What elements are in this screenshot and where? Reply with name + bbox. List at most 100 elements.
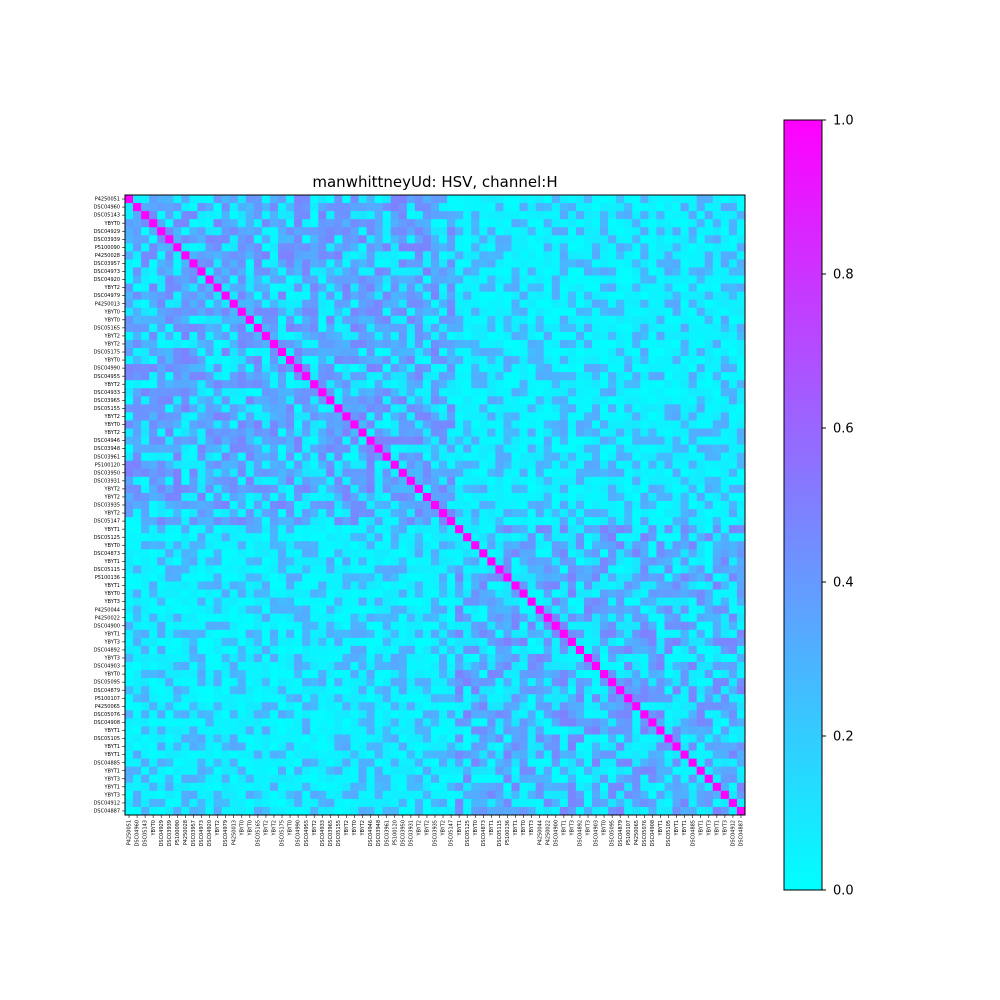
heatmap-cell (213, 500, 223, 510)
heatmap-cell (414, 219, 424, 228)
heatmap-cell (237, 396, 247, 405)
heatmap-cell (503, 565, 512, 574)
heatmap-cell (559, 235, 569, 244)
heatmap-cell (221, 283, 231, 293)
heatmap-cell (487, 460, 496, 470)
heatmap-cell (125, 211, 134, 220)
heatmap-cell (326, 203, 335, 212)
heatmap-cell (519, 702, 528, 711)
heatmap-cell (527, 291, 537, 301)
heatmap-cell (310, 195, 319, 204)
heatmap-cell (600, 702, 609, 711)
heatmap-cell (326, 702, 335, 711)
heatmap-cell (455, 452, 464, 462)
heatmap-cell (181, 460, 190, 470)
heatmap-cell (559, 227, 569, 236)
heatmap-cell (133, 500, 142, 510)
heatmap-cell (479, 500, 488, 510)
heatmap-cell (511, 339, 520, 349)
heatmap-cell (237, 436, 247, 446)
heatmap-cell (173, 283, 182, 293)
heatmap-cell (422, 396, 432, 405)
heatmap-cell (149, 637, 158, 647)
heatmap-cell (575, 605, 585, 615)
heatmap-cell (527, 678, 537, 687)
heatmap-cell (736, 315, 746, 325)
heatmap-cell (358, 589, 367, 598)
heatmap-cell (374, 468, 384, 478)
heatmap-cell (575, 380, 585, 389)
heatmap-cell (664, 509, 673, 518)
heatmap-cell (350, 227, 359, 236)
heatmap-cell (157, 203, 166, 212)
heatmap-cell (447, 702, 456, 711)
heatmap-cell (165, 347, 174, 357)
heatmap-cell (141, 678, 150, 687)
heatmap-cell (350, 404, 359, 413)
heatmap-cell (253, 428, 263, 437)
heatmap-cell (286, 420, 295, 429)
heatmap-cell (664, 565, 673, 574)
heatmap-cell (664, 339, 673, 349)
heatmap-cell (704, 211, 714, 220)
heatmap-cell (575, 323, 585, 333)
heatmap-cell (624, 412, 633, 421)
heatmap-cell (463, 203, 472, 212)
heatmap-cell (656, 573, 665, 582)
heatmap-cell (439, 500, 448, 510)
heatmap-cell (471, 428, 480, 437)
heatmap-cell (511, 613, 520, 623)
heatmap-cell (406, 662, 416, 671)
heatmap-cell (680, 589, 690, 598)
heatmap-cell (656, 339, 665, 349)
heatmap-cell (342, 428, 351, 437)
heatmap-cell (374, 299, 384, 309)
heatmap-cell (165, 211, 174, 220)
heatmap-cell (302, 476, 311, 486)
heatmap-cell (736, 452, 746, 462)
heatmap-cell (704, 686, 714, 695)
heatmap-cell (286, 597, 295, 607)
heatmap-cell (358, 694, 367, 703)
heatmap-cell (334, 645, 343, 655)
heatmap-cell (583, 243, 593, 252)
heatmap-cell (559, 581, 569, 590)
heatmap-cell (656, 452, 665, 462)
heatmap-cell (543, 299, 553, 309)
heatmap-cell (149, 662, 158, 671)
heatmap-cell (213, 267, 223, 276)
heatmap-cell (414, 694, 424, 703)
heatmap-cell (664, 412, 673, 421)
heatmap-cell (567, 710, 577, 719)
heatmap-cell (326, 267, 335, 276)
heatmap-cell (704, 702, 714, 711)
heatmap-cell (575, 670, 585, 679)
heatmap-cell (382, 420, 392, 429)
heatmap-cell (656, 283, 665, 293)
heatmap-cell (503, 702, 512, 711)
heatmap-cell (519, 323, 528, 333)
heatmap-cell (125, 364, 134, 373)
heatmap-cell (616, 339, 625, 349)
heatmap-cell (173, 589, 182, 598)
heatmap-cell (390, 517, 400, 526)
heatmap-cell (430, 339, 440, 349)
heatmap-cell (511, 476, 520, 486)
heatmap-cell (374, 517, 384, 526)
heatmap-cell (125, 509, 134, 518)
heatmap-cell (173, 597, 182, 607)
heatmap-cell (294, 203, 303, 212)
heatmap-cell (286, 307, 295, 317)
heatmap-cell (229, 549, 239, 558)
heatmap-cell (342, 356, 351, 365)
heatmap-cell (495, 203, 504, 212)
heatmap-cell (261, 653, 271, 663)
heatmap-cell (181, 686, 190, 695)
heatmap-cell (197, 444, 206, 454)
heatmap-cell (350, 509, 359, 518)
heatmap-cell (334, 492, 343, 502)
heatmap-cell (261, 645, 271, 655)
heatmap-cell (592, 283, 601, 293)
heatmap-cell (696, 251, 706, 260)
heatmap-cell (640, 581, 649, 590)
